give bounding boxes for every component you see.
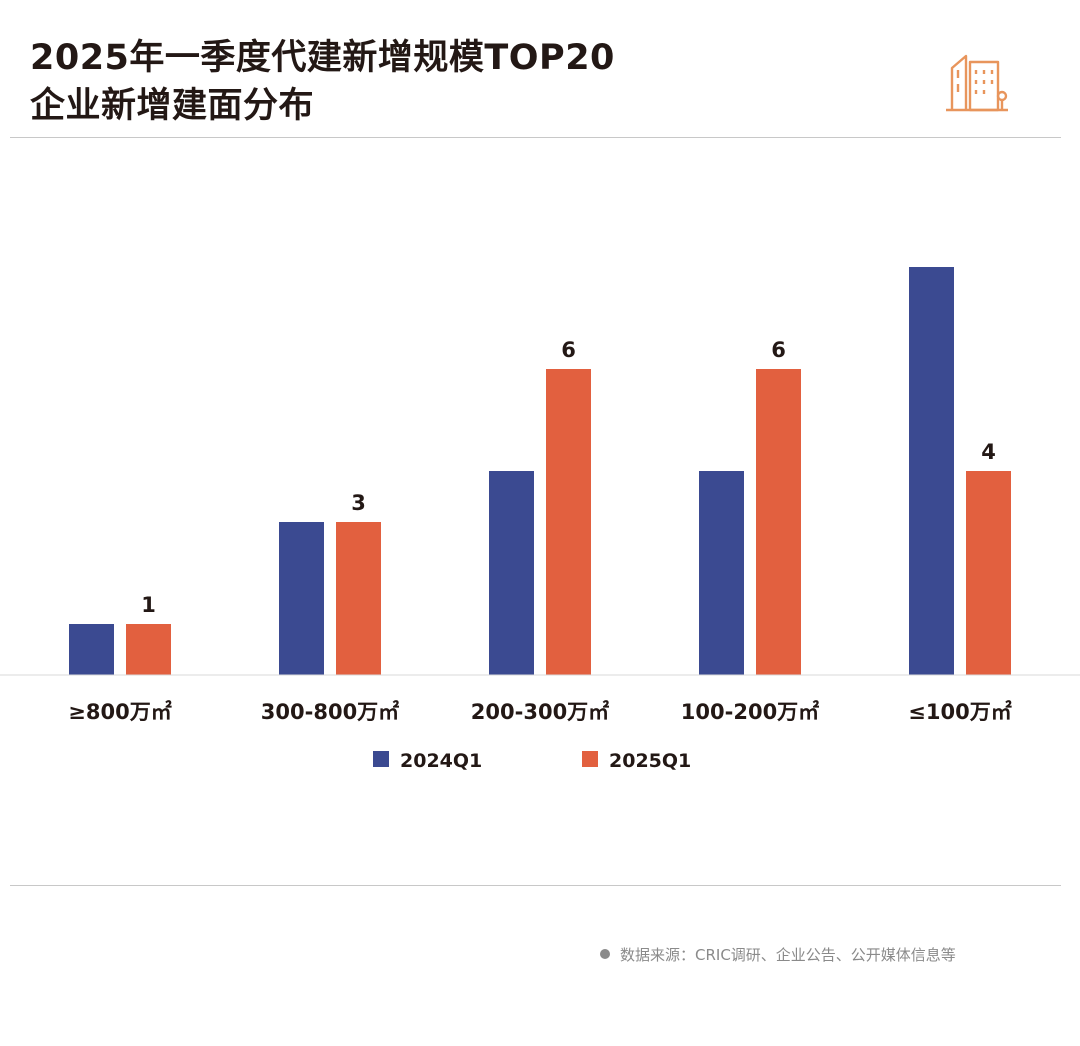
- source-text: 数据来源：CRIC调研、企业公告、公开媒体信息等: [620, 946, 956, 964]
- bar-chart: 1 ≥800万㎡ 3 300-800万㎡ 6 200-300万㎡ 6 100-200万㎡ 4 ≤1…: [0, 267, 1080, 772]
- category-label-4: ≤100万㎡: [908, 700, 1011, 724]
- bar-2024q1-4: [909, 267, 954, 675]
- bars-layer: [69, 267, 1011, 675]
- bar-2024q1-2: [489, 471, 534, 675]
- bar-2025q1-1: [336, 522, 381, 675]
- legend-label-2025q1: 2025Q1: [609, 750, 691, 772]
- building-icon: [946, 54, 1008, 112]
- bar-2024q1-0: [69, 624, 114, 675]
- bar-2024q1-1: [279, 522, 324, 675]
- title-line-1: 2025年一季度代建新增规模TOP20: [30, 38, 615, 78]
- source-note: 数据来源：CRIC调研、企业公告、公开媒体信息等: [600, 944, 956, 965]
- value-label-2025q1-1: 3: [351, 491, 366, 515]
- bullet-icon: [600, 949, 610, 959]
- chart-title: 2025年一季度代建新增规模TOP20 企业新增建面分布: [30, 34, 615, 130]
- value-label-2025q1-4: 4: [981, 440, 996, 464]
- category-label-2: 200-300万㎡: [471, 700, 609, 724]
- category-label-3: 100-200万㎡: [681, 700, 819, 724]
- value-label-2025q1-2: 6: [561, 338, 576, 362]
- bar-2025q1-0: [126, 624, 171, 675]
- legend-swatch-2024q1: [373, 751, 389, 767]
- value-label-2025q1-0: 1: [141, 593, 156, 617]
- legend: 2024Q1 2025Q1: [373, 750, 691, 772]
- header-divider: [10, 137, 1061, 138]
- category-label-0: ≥800万㎡: [68, 700, 171, 724]
- labels-layer: 1 ≥800万㎡ 3 300-800万㎡ 6 200-300万㎡ 6 100-200万㎡ 4 ≤1…: [68, 338, 1011, 724]
- footer-divider: [10, 885, 1061, 886]
- title-line-2: 企业新增建面分布: [30, 86, 315, 126]
- legend-label-2024q1: 2024Q1: [400, 750, 482, 772]
- bar-2025q1-3: [756, 369, 801, 675]
- bar-2025q1-4: [966, 471, 1011, 675]
- bar-2024q1-3: [699, 471, 744, 675]
- category-label-1: 300-800万㎡: [261, 700, 399, 724]
- bar-2025q1-2: [546, 369, 591, 675]
- value-label-2025q1-3: 6: [771, 338, 786, 362]
- legend-swatch-2025q1: [582, 751, 598, 767]
